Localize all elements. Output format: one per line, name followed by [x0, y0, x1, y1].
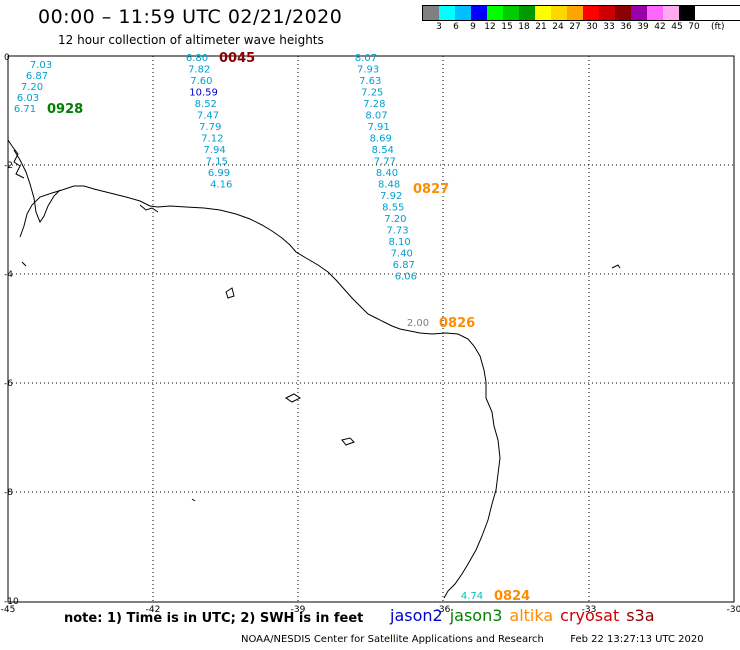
wave-height-reading: 4.16: [210, 180, 232, 191]
wave-height-reading: 7.94: [203, 145, 225, 156]
wave-height-reading: 7.63: [359, 76, 381, 87]
pass-time-label: 0826: [439, 316, 475, 331]
footer-note: note: 1) Time is in UTC; 2) SWH is in fe…: [64, 611, 363, 626]
wave-height-reading: 7.79: [199, 122, 221, 133]
altimeter-tracks: 7.036.877.206.036.71 09286.807.827.6010.5…: [14, 51, 530, 604]
wave-height-reading: 7.15: [206, 157, 228, 168]
coastline-inlet: [14, 150, 60, 222]
satellite-legend-item: s3a: [626, 606, 654, 625]
pass-time-label: 0827: [413, 182, 449, 197]
wave-height-reading: 6.71: [14, 104, 36, 115]
wave-height-reading: 7.73: [386, 226, 408, 237]
wave-height-reading: 7.82: [188, 65, 210, 76]
satellite-legend-item: cryosat: [560, 606, 619, 625]
coastline: [8, 140, 620, 598]
wave-height-reading: 8.07: [355, 53, 377, 64]
wave-height-reading: 8.07: [365, 111, 387, 122]
latitude-label: -2: [4, 161, 13, 171]
pass-time-label: 0045: [219, 51, 255, 66]
credit-line: NOAA/NESDIS Center for Satellite Applica…: [241, 634, 704, 645]
latitude-label: -4: [4, 270, 13, 280]
wave-height-reading: 7.40: [391, 249, 413, 260]
wave-height-reading: 8.10: [388, 237, 410, 248]
pass-time-label: 0928: [47, 102, 83, 117]
island-6: [192, 499, 195, 501]
wave-height-reading: 8.40: [376, 168, 398, 179]
pass-time-label: 0824: [494, 589, 530, 604]
altimeter-map: -45 -42 -39 -36 -33 -300-2-4-6-8-10 7.036.877…: [0, 0, 740, 650]
wave-height-reading: 6.06: [395, 272, 417, 283]
wave-height-reading: 6.03: [17, 93, 39, 104]
satellite-legend-item: jason2: [390, 606, 443, 625]
satellite-legend-item: altika: [509, 606, 553, 625]
latitude-label: -10: [4, 597, 19, 607]
wave-height-reading: 7.20: [21, 82, 43, 93]
wave-height-reading: 7.47: [197, 111, 219, 122]
wave-height-reading: 2.00: [407, 318, 429, 329]
wave-height-reading: 8.55: [382, 203, 404, 214]
credit-text: NOAA/NESDIS Center for Satellite Applica…: [241, 634, 544, 645]
wave-height-reading: 8.69: [370, 134, 392, 145]
brazil-coastline: [20, 186, 500, 598]
wave-height-reading: 7.60: [190, 76, 212, 87]
wave-height-reading: 8.52: [195, 99, 217, 110]
wave-height-reading: 10.59: [189, 88, 218, 99]
wave-height-reading: 6.80: [186, 53, 208, 64]
wave-height-reading: 6.99: [208, 168, 230, 179]
wave-height-reading: 8.54: [372, 145, 394, 156]
wave-height-reading: 7.93: [357, 65, 379, 76]
generated-timestamp: Feb 22 13:27:13 UTC 2020: [570, 634, 703, 645]
wave-height-reading: 6.87: [393, 260, 415, 271]
latitude-label: -6: [4, 379, 13, 389]
wave-height-reading: 7.20: [384, 214, 406, 225]
latitude-label: 0: [4, 53, 10, 63]
latitude-label: -8: [4, 488, 13, 498]
island-3: [342, 438, 354, 445]
wave-height-reading: 7.25: [361, 88, 383, 99]
wave-height-reading: 7.03: [30, 60, 52, 71]
wave-height-reading: 7.77: [374, 157, 396, 168]
island-1: [226, 288, 234, 298]
wave-height-reading: 6.87: [26, 71, 48, 82]
coastline-north: [8, 140, 24, 178]
longitude-label: -30: [727, 605, 740, 615]
wave-height-reading: 7.28: [363, 99, 385, 110]
wave-height-reading: 4.74: [461, 591, 483, 602]
wave-height-reading: 7.12: [201, 134, 223, 145]
wave-height-reading: 7.91: [367, 122, 389, 133]
wave-height-reading: 8.48: [378, 180, 400, 191]
island-4: [612, 265, 620, 268]
wave-height-reading: 7.92: [380, 191, 402, 202]
satellite-legend-item: jason3: [450, 606, 503, 625]
island-5: [22, 262, 26, 266]
satellite-legend: jason2 jason3 altika cryosat s3a: [390, 606, 662, 625]
